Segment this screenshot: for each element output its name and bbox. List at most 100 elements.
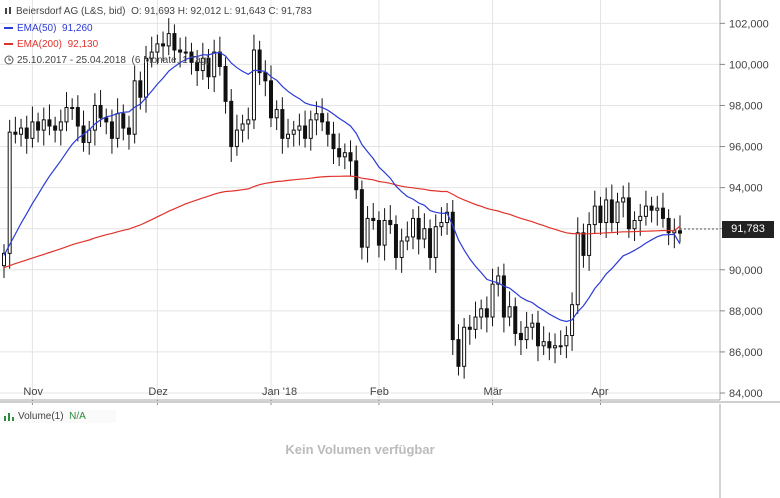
candle (433, 214, 438, 273)
candle-body (41, 119, 46, 131)
candle-body (553, 345, 558, 349)
candle-body (155, 43, 160, 53)
candle (166, 18, 171, 56)
candle-body (564, 334, 569, 347)
instrument-name: Beiersdorf AG (L&S, bid) (16, 6, 126, 17)
period-range: 25.10.2017 - 25.04.2018 (17, 55, 126, 66)
y-tick-label: 84,000 (729, 388, 763, 400)
candle (200, 42, 205, 80)
candle (570, 292, 575, 351)
candle-body (47, 119, 52, 127)
candle-body (138, 80, 143, 98)
candle (422, 213, 427, 249)
candle-body (348, 152, 353, 162)
candle (268, 65, 273, 128)
candle-body (240, 123, 245, 131)
candle (501, 263, 506, 333)
ema200-swatch (4, 43, 13, 46)
candle-body (660, 207, 665, 219)
ema200-label: EMA(200) (17, 39, 63, 50)
candle (507, 291, 512, 327)
candle (291, 120, 296, 147)
candle (41, 107, 46, 146)
candle (416, 206, 421, 255)
candle (217, 36, 222, 76)
last-price-tag: 91,783 (722, 221, 774, 238)
candle (297, 113, 302, 146)
candle (104, 108, 109, 135)
candle-body (121, 113, 126, 129)
candle-body (416, 217, 421, 240)
candle (496, 266, 501, 297)
chart-type-icon (5, 7, 11, 15)
candle (428, 219, 433, 270)
volume-label: Volume(1) (18, 411, 64, 422)
candle-body (24, 127, 29, 139)
candle-body (166, 33, 171, 47)
candle (36, 112, 41, 143)
x-tick-label: Nov (23, 386, 43, 398)
candle (376, 211, 381, 258)
candle-body (626, 197, 631, 230)
candle-body (229, 100, 234, 148)
y-tick-label: 86,000 (729, 347, 763, 359)
candle-body (524, 326, 529, 341)
candle (371, 203, 376, 230)
candle-body (30, 121, 35, 139)
candle (626, 182, 631, 238)
candle-body (149, 51, 154, 59)
candle (331, 121, 336, 165)
y-tick-label: 88,000 (729, 306, 763, 318)
candle (314, 101, 319, 136)
volume-value: N/A (69, 411, 86, 422)
candle (229, 89, 234, 162)
candle (161, 31, 166, 62)
candle-body (678, 230, 682, 234)
candle-body (64, 107, 69, 123)
candle-body (422, 228, 427, 240)
candle (632, 211, 637, 242)
candle (53, 116, 58, 143)
candle (541, 326, 546, 356)
candle-body (376, 219, 381, 246)
candle (359, 180, 364, 260)
candle-body (257, 49, 262, 74)
candle-body (382, 219, 387, 246)
candle-body (433, 226, 438, 258)
candle-body (217, 51, 222, 67)
candle-body (268, 80, 273, 119)
candle (638, 204, 643, 236)
candle-body (263, 72, 268, 82)
candle (234, 114, 239, 156)
legend-ema200[interactable]: EMA(200) 92,130 (4, 38, 98, 52)
candle (535, 310, 540, 362)
candle (490, 268, 495, 327)
candle-body (547, 341, 552, 349)
candle (303, 110, 308, 148)
candle-body (371, 217, 376, 221)
x-tick-label: Feb (370, 386, 389, 398)
candle-body (518, 332, 523, 341)
candle (337, 133, 342, 167)
volume-legend[interactable]: Volume(1) N/A (4, 410, 116, 423)
candle-body (581, 232, 586, 256)
candle-body (479, 308, 484, 318)
volume-bars-icon (4, 412, 14, 421)
y-tick-label: 94,000 (729, 183, 763, 195)
candle (240, 114, 245, 143)
candle (121, 104, 126, 141)
candle-body (541, 341, 546, 347)
candle (325, 112, 330, 147)
candle-body (274, 109, 279, 119)
candle (257, 40, 262, 85)
candle-body (19, 127, 24, 135)
candle (320, 98, 325, 132)
candle-body (496, 275, 501, 285)
candle (13, 116, 18, 144)
legend-ema50[interactable]: EMA(50) 91,260 (4, 22, 93, 36)
ema50-value: 91,260 (62, 23, 93, 34)
candle (399, 228, 404, 273)
x-tick-label: Mär (484, 386, 503, 398)
candle (598, 196, 603, 235)
